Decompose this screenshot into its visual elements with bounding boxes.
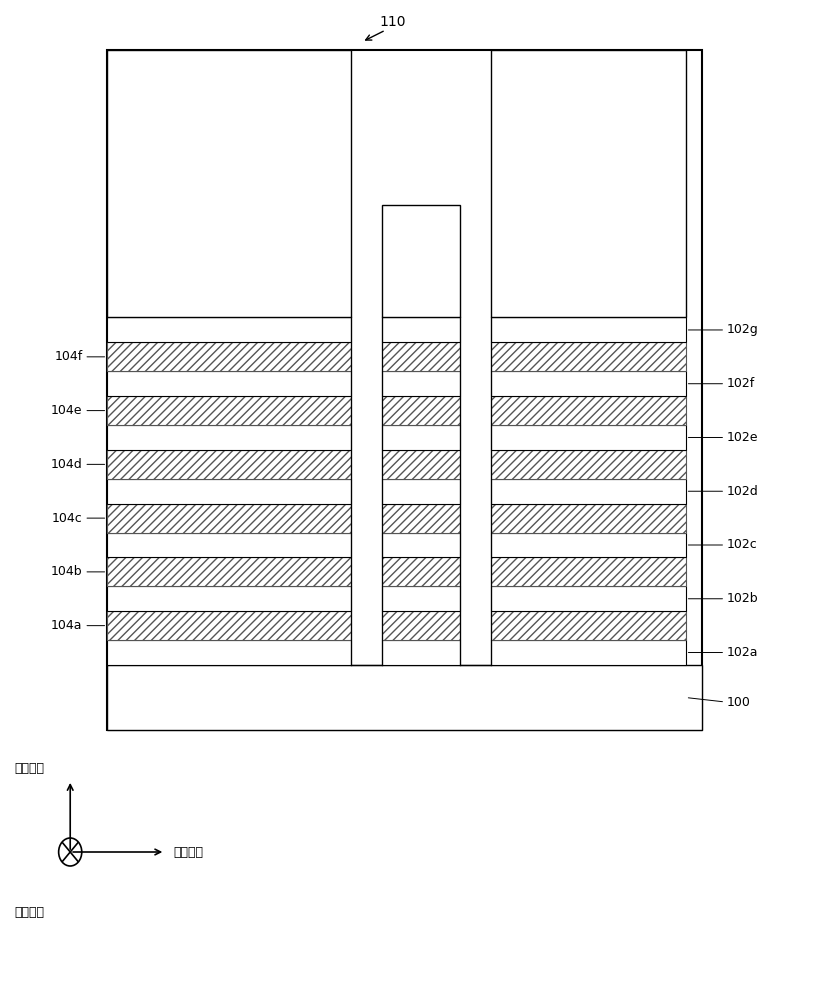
- Bar: [382, 205, 460, 317]
- Text: 104c: 104c: [52, 512, 83, 525]
- Bar: [491, 533, 686, 557]
- Bar: [491, 611, 686, 640]
- Bar: [382, 371, 460, 396]
- Bar: [491, 504, 686, 533]
- Bar: [107, 479, 351, 504]
- Bar: [107, 611, 351, 640]
- Bar: [107, 50, 351, 317]
- Bar: [107, 50, 702, 730]
- Text: 102f: 102f: [727, 377, 755, 390]
- Bar: [382, 425, 460, 450]
- Text: 104d: 104d: [51, 458, 83, 471]
- Bar: [491, 450, 686, 479]
- Bar: [107, 342, 351, 371]
- Text: 104f: 104f: [55, 350, 83, 363]
- Text: 110: 110: [379, 15, 406, 29]
- Bar: [107, 450, 351, 479]
- Bar: [382, 479, 460, 504]
- Bar: [491, 50, 686, 317]
- Bar: [491, 396, 686, 425]
- Bar: [107, 665, 702, 730]
- Bar: [107, 396, 351, 425]
- Bar: [107, 371, 351, 396]
- Text: 104b: 104b: [51, 565, 83, 578]
- Text: 第二方向: 第二方向: [173, 846, 203, 858]
- Bar: [107, 504, 351, 533]
- Bar: [107, 425, 351, 450]
- Bar: [491, 479, 686, 504]
- Bar: [107, 640, 351, 665]
- Text: 第一方向: 第一方向: [15, 762, 45, 774]
- Bar: [382, 611, 460, 640]
- Bar: [382, 640, 460, 665]
- Bar: [382, 504, 460, 533]
- Text: 102g: 102g: [727, 323, 758, 336]
- Bar: [382, 317, 460, 342]
- Text: 104a: 104a: [51, 619, 83, 632]
- Text: 102a: 102a: [727, 646, 758, 659]
- Bar: [491, 586, 686, 611]
- Bar: [491, 371, 686, 396]
- Bar: [382, 450, 460, 479]
- Text: 第三方向: 第三方向: [15, 906, 45, 918]
- Bar: [382, 557, 460, 586]
- Bar: [107, 317, 351, 342]
- Bar: [491, 557, 686, 586]
- Text: 104e: 104e: [51, 404, 83, 417]
- Bar: [491, 640, 686, 665]
- Bar: [491, 425, 686, 450]
- Bar: [491, 317, 686, 342]
- Text: 102d: 102d: [727, 485, 758, 498]
- Bar: [382, 396, 460, 425]
- Text: 102e: 102e: [727, 431, 758, 444]
- Bar: [107, 586, 351, 611]
- Bar: [491, 342, 686, 371]
- Text: 100: 100: [727, 696, 751, 708]
- Text: 102b: 102b: [727, 592, 758, 605]
- Bar: [107, 533, 351, 557]
- Bar: [382, 342, 460, 371]
- Bar: [382, 586, 460, 611]
- Bar: [382, 533, 460, 557]
- Text: 102c: 102c: [727, 538, 757, 552]
- Bar: [107, 557, 351, 586]
